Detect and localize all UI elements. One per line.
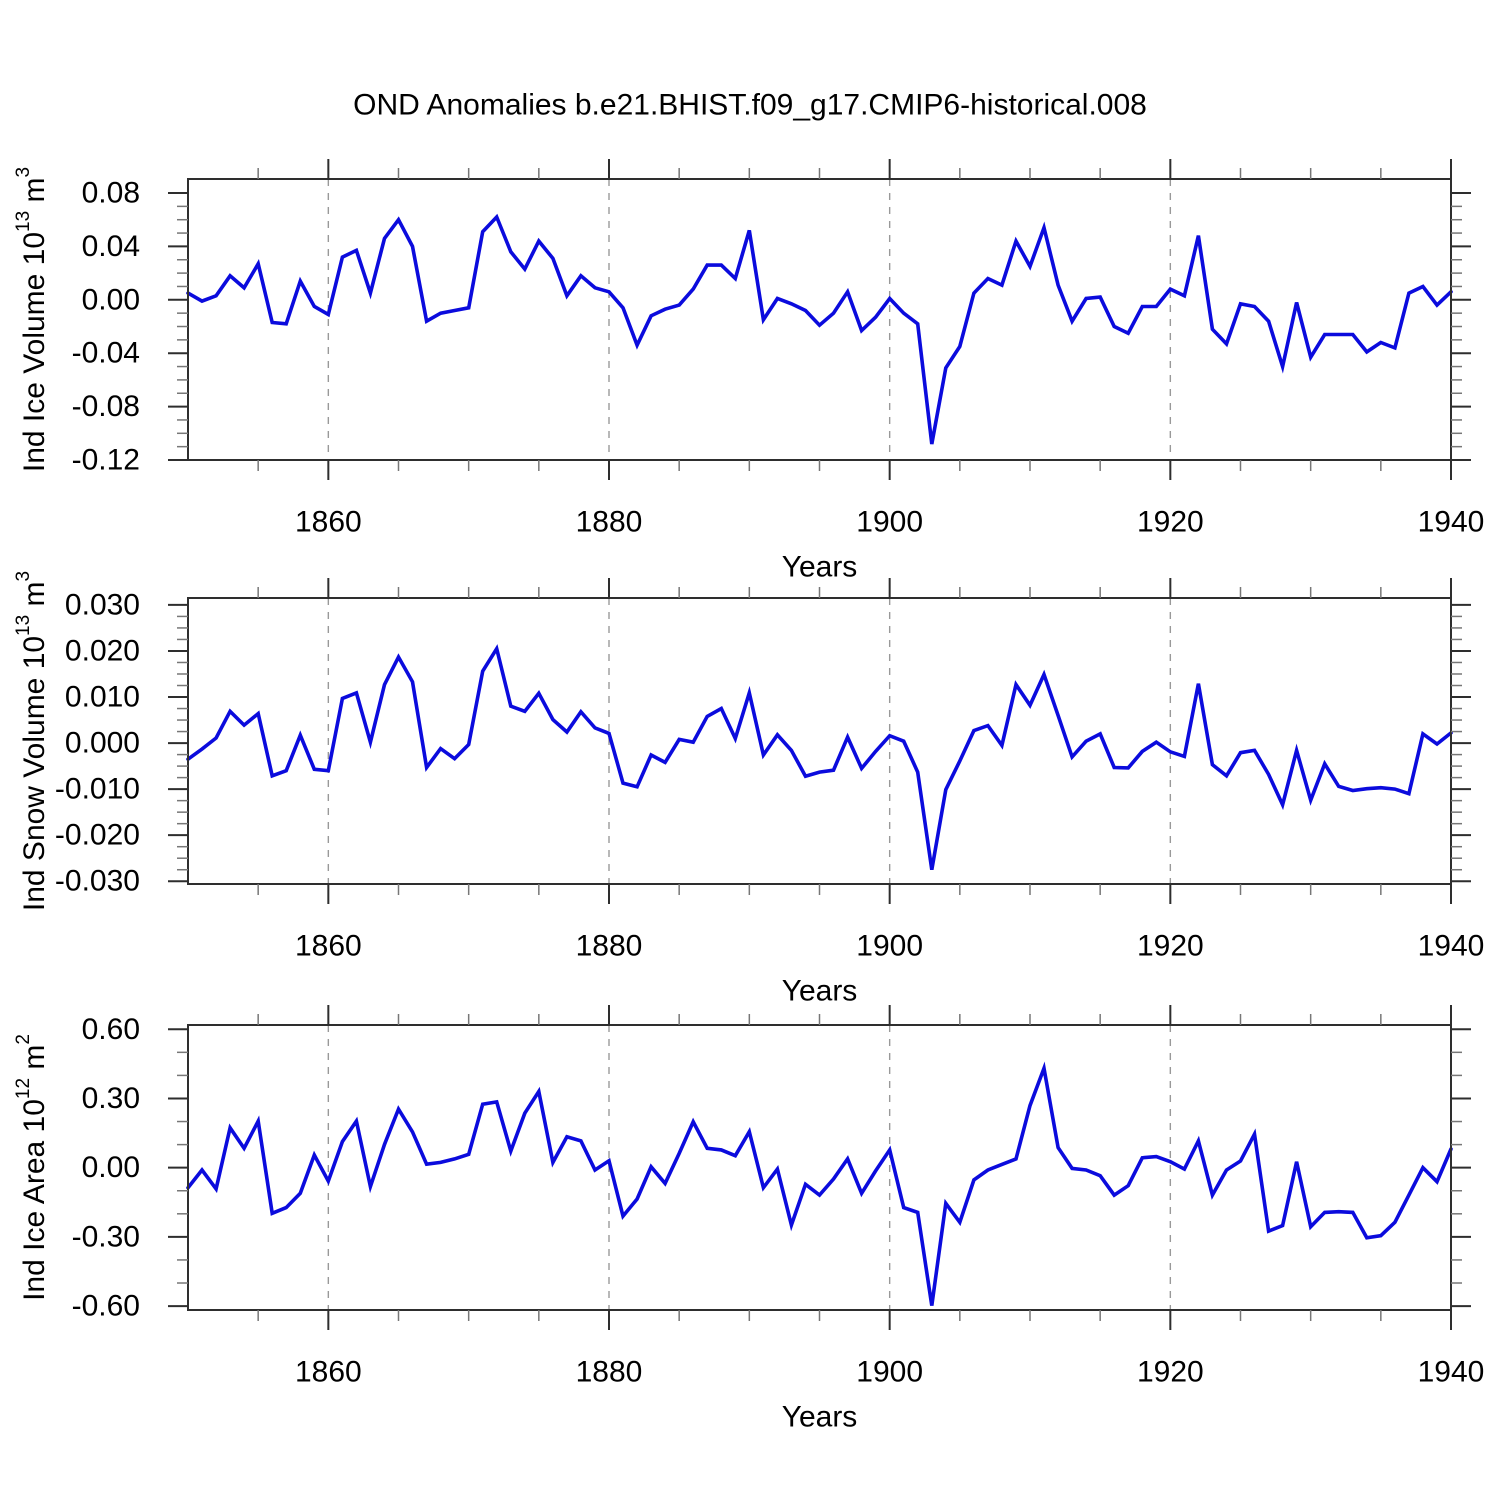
y-tick-label: 0.30	[82, 1082, 140, 1115]
y-tick-label: -0.020	[55, 819, 140, 852]
data-line	[186, 644, 1453, 871]
y-tick-label: -0.08	[72, 390, 140, 423]
data-line	[186, 1061, 1453, 1306]
y-axis-label: Ind Snow Volume 1013 m3	[13, 571, 51, 911]
figure-title: OND Anomalies b.e21.BHIST.f09_g17.CMIP6-…	[353, 89, 1147, 122]
chart-panel-ice-area: 1860 1880 1900 1920 1940 0.60 0.30 0.00 -0.30 -0.…	[13, 1005, 1485, 1434]
plot-frame	[187, 178, 1452, 461]
y-axis-label: Ind Ice Volume 1013 m3	[13, 167, 51, 472]
y-tick-label: 0.020	[65, 634, 140, 667]
x-tick-label: 1920	[1137, 1356, 1204, 1389]
data-line	[186, 213, 1453, 445]
y-tick-label: -0.010	[55, 773, 140, 806]
y-tick-label: 0.08	[82, 177, 140, 210]
y-tick-label: 0.60	[82, 1013, 140, 1046]
y-tick-label: -0.12	[72, 444, 140, 477]
x-tick-label: 1920	[1137, 506, 1204, 539]
x-tick-label: 1920	[1137, 930, 1204, 963]
chart-panel-ice-volume: 1860 1880 1900 1920 1940 0.08 0.04 0.00 -0.04 -0.…	[13, 159, 1485, 584]
y-tick-label: 0.04	[82, 230, 140, 263]
y-tick-label: 0.00	[82, 1151, 140, 1184]
x-tick-label: 1860	[295, 1356, 362, 1389]
y-tick-label: 0.00	[82, 283, 140, 316]
x-tick-label: 1880	[576, 930, 643, 963]
x-tick-label: 1900	[856, 930, 923, 963]
y-tick-label: -0.60	[72, 1290, 140, 1323]
chart-panel-snow-volume: 1860 1880 1900 1920 1940 0.030 0.020 0.010 0.000…	[13, 571, 1485, 1008]
y-axis-label: Ind Ice Area 1012 m2	[13, 1034, 51, 1301]
plot-frame	[187, 597, 1452, 885]
x-tick-label: 1880	[576, 1356, 643, 1389]
y-tick-label: -0.030	[55, 865, 140, 898]
y-tick-label: 0.030	[65, 588, 140, 621]
x-tick-label: 1860	[295, 506, 362, 539]
x-axis-label: Years	[782, 975, 858, 1008]
y-tick-label: -0.04	[72, 337, 140, 370]
x-tick-label: 1900	[856, 1356, 923, 1389]
x-tick-label: 1940	[1418, 506, 1485, 539]
y-tick-label: 0.000	[65, 727, 140, 760]
y-tick-label: 0.010	[65, 681, 140, 714]
x-tick-label: 1940	[1418, 1356, 1485, 1389]
y-tick-label: -0.30	[72, 1220, 140, 1253]
x-tick-label: 1900	[856, 506, 923, 539]
x-tick-label: 1860	[295, 930, 362, 963]
x-axis-label: Years	[782, 551, 858, 584]
x-axis-label: Years	[782, 1401, 858, 1434]
x-tick-label: 1940	[1418, 930, 1485, 963]
x-tick-label: 1880	[576, 506, 643, 539]
chart-panels: 1860 1880 1900 1920 1940 0.08 0.04 0.00 -0.04 -0.…	[13, 159, 1485, 1434]
